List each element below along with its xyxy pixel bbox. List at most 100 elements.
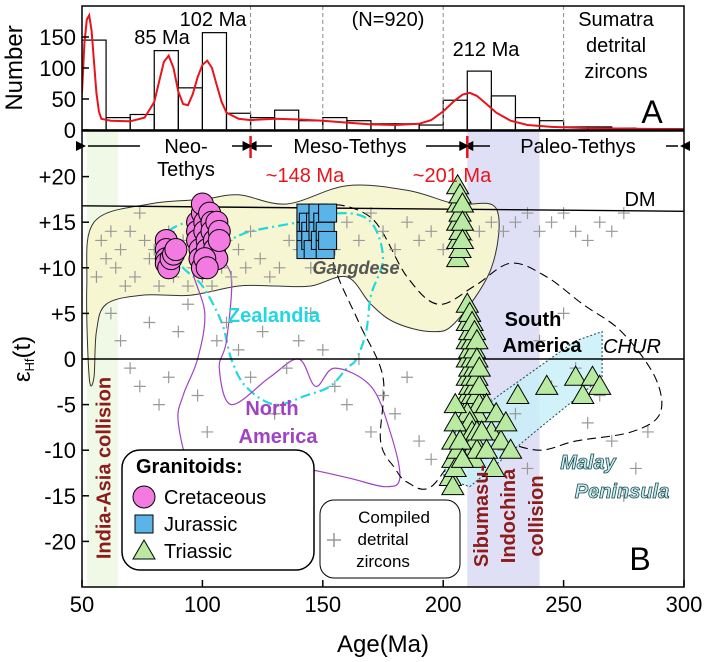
b-y-tick-label: +10 (39, 256, 76, 281)
detrital-zircon-point (316, 343, 329, 356)
detrital-zircon-point (340, 398, 353, 411)
granitoid-triassic-point (450, 447, 475, 468)
detrital-zircon-point (533, 334, 546, 347)
field-zealandia (165, 211, 385, 406)
detrital-zircon-point (244, 371, 257, 384)
detrital-zircon-point (364, 425, 377, 438)
legend-triassic-label: Triassic (164, 541, 232, 563)
granitoid-legend-title: Granitoids: (136, 456, 243, 478)
detrital-zircon-point (124, 225, 137, 238)
histogram-bar (201, 32, 228, 130)
detrital-zircon-point (617, 489, 630, 502)
field-south-america (320, 204, 663, 490)
boundary-label-148: ~148 Ma (266, 165, 345, 187)
arrow-head (459, 141, 470, 151)
b-y-label-sub: Hf (22, 358, 37, 371)
b-x-tick-label: 150 (304, 592, 341, 617)
peak-label: 102 Ma (180, 9, 248, 31)
b-y-tick-label: 0 (64, 347, 76, 372)
detrital-zircon-point (557, 207, 570, 220)
detrital-zircon-point (545, 216, 558, 229)
detrital-zircon-point (377, 225, 389, 238)
legend-cretaceous-marker (132, 485, 156, 509)
histogram-bar (322, 116, 348, 130)
detrital-zircon-point (263, 270, 276, 283)
panel-b-label: B (629, 541, 650, 577)
legend-triassic-marker (132, 539, 156, 560)
dm-label: DM (624, 189, 655, 211)
malay-label-1: Malay (560, 452, 616, 474)
granitoid-triassic-point (498, 438, 523, 459)
detrital-zircon-point (304, 261, 317, 274)
detrital-zircon-point (304, 307, 317, 320)
detrital-zircon-point (605, 225, 618, 238)
b-x-tick-label: 250 (545, 592, 582, 617)
granitoid-triassic-point (489, 429, 513, 450)
density-curve (82, 12, 684, 130)
detrital-zircon-point (124, 362, 137, 375)
boundary-label-201: ~201 Ma (413, 165, 492, 187)
detrital-zircon-point (90, 270, 103, 283)
detrital-zircon-point (138, 234, 151, 247)
detrital-zircon-point (605, 435, 618, 448)
detrital-zircon-point (232, 243, 245, 256)
neo-tethys-label-1: Neo- (164, 136, 207, 158)
sample-size-label: (N=920) (352, 9, 425, 31)
granitoid-triassic-point (440, 474, 465, 496)
granitoid-triassic-point (481, 456, 506, 477)
detrital-zircon-point (629, 462, 642, 475)
detrital-zircon-point (425, 453, 438, 466)
granitoid-triassic-point (450, 228, 475, 249)
detrital-zircon-point (133, 207, 146, 220)
granitoid-legend-box (121, 449, 315, 571)
granitoid-jurassic-point (318, 203, 338, 223)
gangdese-label: Gangdese (312, 258, 399, 278)
b-y-tick-label: -10 (44, 438, 76, 463)
detrital-zircon-point (352, 234, 365, 247)
granitoid-triassic-point (448, 429, 472, 450)
south-america-label-1: South (505, 309, 562, 331)
granitoid-triassic-point (505, 383, 530, 404)
histogram-bar (225, 112, 252, 130)
sibumasu-label-line: Indochina (498, 468, 520, 563)
peak-label: 85 Ma (134, 27, 190, 49)
b-x-axis-label: Age(Ma) (337, 631, 429, 658)
detrital-zircon-point (581, 416, 594, 429)
granitoid-triassic-point (534, 374, 559, 395)
detrital-zircon-point (191, 389, 204, 402)
panel-a-label: A (641, 94, 663, 130)
granitoid-triassic-point (493, 410, 518, 432)
detrital-zircon-point (641, 425, 654, 438)
detrital-zircon-point (283, 234, 296, 247)
detrital-zircon-point (377, 389, 389, 402)
sibumasu-label-line: collision (526, 475, 548, 556)
detrital-zircon-point (557, 307, 570, 320)
granitoid-triassic-point (484, 401, 509, 423)
b-x-tick-label: 300 (666, 592, 703, 617)
granitoid-cretaceous-point (207, 228, 231, 252)
granitoid-cretaceous-point (195, 256, 219, 280)
detrital-zircon-point (114, 334, 127, 347)
detrital-zircon-point (425, 225, 438, 238)
arrow-head (76, 141, 86, 151)
granitoid-triassic-point (467, 374, 492, 395)
granitoid-triassic-point (469, 419, 494, 441)
arrow-head (680, 141, 690, 151)
detrital-zircon-point (206, 280, 219, 293)
detrital-zircon-point (292, 334, 305, 347)
detrital-zircon-point (100, 252, 113, 265)
histogram-bar (177, 87, 204, 130)
legend-detrital-marker (327, 533, 341, 547)
india-asia-collision-label: India-Asia collision (93, 377, 115, 559)
detrital-zircon-point (232, 343, 245, 356)
detrital-zircon-point (95, 234, 108, 247)
detrital-zircon-point (617, 207, 630, 220)
legend-cretaceous-label: Cretaceous (164, 487, 266, 509)
detrital-zircon-point (340, 216, 353, 229)
histogram-bar (490, 95, 517, 130)
detrital-zircon-point (533, 225, 546, 238)
detrital-zircon-point (509, 216, 522, 229)
detrital-zircon-point (143, 252, 156, 265)
detrital-zircon-point (268, 407, 281, 420)
